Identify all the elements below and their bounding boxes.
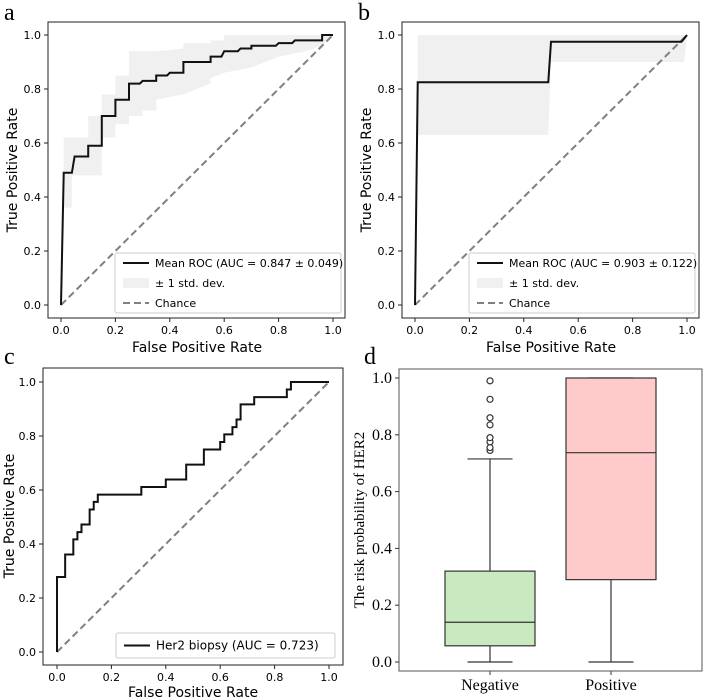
outlier-point [486, 395, 494, 403]
legend-entry: Her2 biopsy (AUC = 0.723) [156, 639, 319, 653]
x-tick-label: Negative [461, 677, 519, 694]
panel-d: d Negative Positive 0.0 0.2 0.4 0.6 0.8 1.0 The r… [352, 344, 703, 694]
outlier-point [486, 434, 494, 442]
y-tick-label: 0.8 [372, 427, 392, 444]
y-tick-label: 0.6 [19, 484, 37, 497]
roc-curve [414, 34, 688, 306]
legend-entry: ± 1 std. dev. [155, 277, 225, 290]
legend-entry: ± 1 std. dev. [509, 277, 579, 290]
x-axis-label: False Positive Rate [128, 685, 258, 699]
x-tick-label: 0.6 [569, 324, 587, 337]
y-tick-label: 0.0 [24, 299, 42, 312]
panel-letter: a [4, 0, 15, 26]
x-tick-label: 0.8 [270, 324, 288, 337]
y-tick-label: 1.0 [19, 376, 37, 389]
x-tick-label: 0.4 [161, 324, 179, 337]
panel-letter: d [364, 344, 376, 370]
panel-a: a 0.0 0.0 0.2 0.2 0.4 0.4 0.6 0.6 0.8 0.8 1.0 1.0 Fal… [4, 0, 346, 356]
x-tick-label: 0.2 [107, 324, 125, 337]
panel-letter: c [4, 344, 15, 370]
outlier-point [486, 421, 494, 429]
x-tick-label: 1.0 [320, 671, 338, 684]
chance-line [56, 381, 330, 653]
x-tick-label: 0.2 [103, 671, 121, 684]
y-tick-label: 0.8 [19, 430, 37, 443]
y-tick-label: 0.6 [24, 137, 42, 150]
axes-frame [401, 21, 700, 319]
panel-b: b 0.0 0.0 0.2 0.2 0.4 0.4 0.6 0.6 0.8 0.8 1.0 1.0 Fal… [358, 0, 700, 356]
x-tick-label: 0.0 [52, 324, 70, 337]
y-tick-label: 0.2 [24, 245, 42, 258]
x-tick-label: Positive [585, 677, 637, 694]
y-tick-label: 0.6 [372, 484, 392, 501]
std-dev-band [63, 35, 333, 208]
x-tick-label: 0.0 [48, 671, 66, 684]
axes-frame [47, 21, 346, 319]
legend-swatch-band [123, 278, 149, 288]
legend-entry: Mean ROC (AUC = 0.903 ± 0.122) [509, 257, 697, 270]
y-tick-label: 1.0 [378, 29, 396, 42]
chance-line [60, 34, 334, 306]
x-tick-label: 0.2 [461, 324, 479, 337]
y-tick-label: 0.4 [24, 191, 42, 204]
roc-curve [60, 34, 333, 306]
x-tick-label: 1.0 [324, 324, 342, 337]
x-tick-label: 0.4 [157, 671, 175, 684]
panel-c: c 0.0 0.0 0.2 0.2 0.4 0.4 0.6 0.6 0.8 0.8 1.0 1.0 Fal… [2, 344, 344, 699]
box-positive [565, 377, 657, 663]
x-tick-label: 0.8 [624, 324, 642, 337]
y-tick-label: 0.8 [24, 83, 42, 96]
panel-letter: b [358, 0, 370, 26]
legend-frame [114, 252, 342, 314]
std-dev-band [417, 35, 687, 135]
x-tick-label: 1.0 [678, 324, 696, 337]
y-tick-label: 1.0 [24, 29, 42, 42]
y-tick-label: 0.0 [378, 299, 396, 312]
axes-frame [42, 367, 344, 666]
x-tick-label: 0.6 [215, 324, 233, 337]
roc-curve [56, 381, 329, 652]
legend: Mean ROC (AUC = 0.847 ± 0.049) ± 1 std. d… [114, 252, 343, 314]
x-tick-label: 0.0 [406, 324, 424, 337]
y-tick-label: 0.2 [378, 245, 396, 258]
legend-entry: Chance [509, 297, 550, 310]
legend-entry: Chance [155, 297, 196, 310]
y-tick-label: 0.2 [372, 597, 392, 614]
y-axis-label: The risk probability of HER2 [352, 432, 368, 609]
x-tick-label: 0.8 [266, 671, 284, 684]
y-axis-label: True Positive Rate [359, 108, 375, 234]
outlier-point [486, 414, 494, 422]
y-tick-label: 0.2 [19, 592, 37, 605]
y-tick-label: 0.8 [378, 83, 396, 96]
x-tick-label: 0.4 [515, 324, 533, 337]
y-tick-label: 0.4 [372, 540, 392, 557]
y-tick-label: 0.0 [372, 654, 392, 671]
outlier-point [486, 377, 494, 385]
y-tick-label: 0.4 [19, 538, 37, 551]
box-negative [444, 377, 536, 663]
legend-frame [468, 252, 696, 314]
iqr-box [444, 570, 536, 647]
x-tick-label: 0.6 [211, 671, 229, 684]
legend-frame [115, 632, 336, 659]
legend: Her2 biopsy (AUC = 0.723) [115, 632, 336, 659]
axes-frame [398, 368, 703, 672]
y-tick-label: 0.6 [378, 137, 396, 150]
x-axis-label: False Positive Rate [486, 340, 616, 356]
legend-entry: Mean ROC (AUC = 0.847 ± 0.049) [155, 257, 343, 270]
y-axis-label: True Positive Rate [5, 108, 21, 234]
x-axis-label: False Positive Rate [132, 340, 262, 356]
y-axis-label: True Positive Rate [2, 454, 18, 580]
legend: Mean ROC (AUC = 0.903 ± 0.122) ± 1 std. d… [468, 252, 697, 314]
legend-swatch-band [477, 278, 503, 288]
y-tick-label: 0.4 [378, 191, 396, 204]
iqr-box [565, 377, 657, 581]
chance-line [414, 34, 688, 306]
y-tick-label: 1.0 [372, 370, 392, 387]
y-tick-label: 0.0 [19, 646, 37, 659]
